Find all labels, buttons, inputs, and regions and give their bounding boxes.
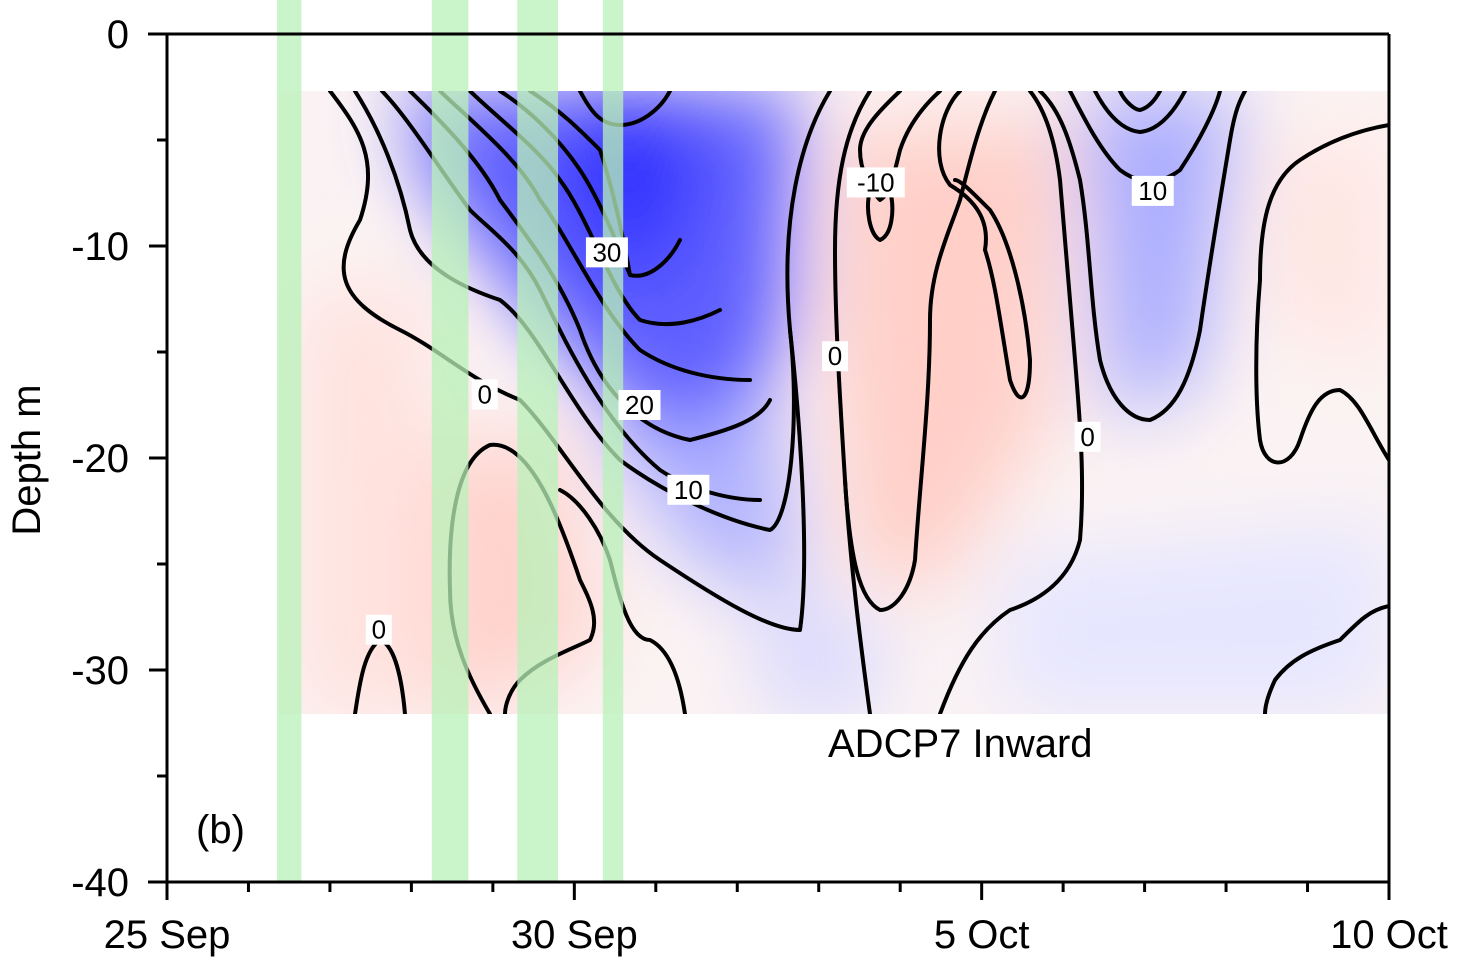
- contour-line: [558, 488, 687, 714]
- contour-line: [833, 91, 872, 714]
- contour-label: 0: [471, 379, 498, 410]
- contour-label-text: 0: [372, 615, 386, 645]
- contour-line: [866, 188, 895, 242]
- shaded-period: [602, 0, 624, 882]
- contour-line: [1093, 91, 1187, 134]
- contour-label-text: 20: [625, 390, 654, 420]
- contour-label-text: -10: [857, 167, 895, 197]
- contour-label: 30: [585, 237, 628, 268]
- contour-label-text: 0: [1080, 422, 1094, 452]
- y-axis-title: Depth m: [5, 384, 49, 535]
- contour-line: [1118, 91, 1162, 112]
- negative-right: [1260, 130, 1389, 360]
- series-annotation: ADCP7 Inward: [828, 722, 1093, 766]
- contour-label-text: 0: [477, 379, 491, 409]
- contour-line: [408, 91, 772, 442]
- contour-label: 20: [618, 390, 661, 420]
- contour-label-text: 10: [1138, 176, 1167, 206]
- x-tick-label: 30 Sep: [511, 913, 638, 957]
- contour-label: 10: [667, 474, 710, 505]
- y-axis: 0 -10 -20 -30 -40: [71, 13, 167, 905]
- contour-label-bg: [618, 390, 661, 420]
- x-tick-label: 5 Oct: [934, 913, 1030, 957]
- contour-line: [1263, 604, 1389, 714]
- contour-line: [353, 91, 796, 532]
- contour-line: [843, 91, 997, 612]
- panel-label: (b): [196, 808, 245, 852]
- contour-label: 0: [1074, 421, 1101, 452]
- contour-line: [858, 91, 942, 202]
- contour-label-bg: [846, 167, 905, 198]
- contour-label: 0: [365, 614, 392, 645]
- contour-label-bg: [667, 474, 710, 505]
- y-tick-label: -30: [71, 649, 129, 693]
- shaded-periods: [276, 0, 624, 882]
- y-tick-label: 0: [107, 13, 129, 57]
- y-tick-label: -40: [71, 861, 129, 905]
- x-tick-label: 10 Oct: [1330, 913, 1448, 957]
- shaded-period: [517, 0, 559, 882]
- y-tick-label: -20: [71, 437, 129, 481]
- x-tick-label: 25 Sep: [104, 913, 231, 957]
- contour-label-bg: [1074, 421, 1101, 452]
- contour-label: 0: [822, 341, 849, 372]
- negative-center: [830, 120, 1070, 600]
- positive-tail: [600, 420, 800, 610]
- x-axis: 25 Sep 30 Sep 5 Oct 10 Oct: [104, 882, 1448, 957]
- contour-label-text: 30: [592, 237, 621, 267]
- contour-line: [1254, 123, 1389, 465]
- contour-labels: 30 20 10 0 0 0 -10 0 10: [365, 167, 1174, 645]
- contour-label-bg: [365, 614, 392, 645]
- contour-label-text: 0: [828, 341, 842, 371]
- contour-line: [1038, 91, 1247, 422]
- negative-left: [300, 280, 460, 714]
- contour-label-text: 10: [674, 475, 703, 505]
- contour-line: [438, 91, 752, 382]
- y-tick-label: -10: [71, 225, 129, 269]
- contour-line: [937, 91, 1032, 400]
- shaded-period: [431, 0, 469, 882]
- contour-label-bg: [822, 341, 849, 372]
- contour-label-bg: [471, 379, 498, 410]
- contour-label-bg: [1131, 175, 1174, 206]
- contour-label: 10: [1131, 175, 1174, 206]
- shaded-period: [276, 0, 302, 882]
- contour-label-bg: [585, 237, 628, 268]
- contour-label: -10: [846, 167, 905, 198]
